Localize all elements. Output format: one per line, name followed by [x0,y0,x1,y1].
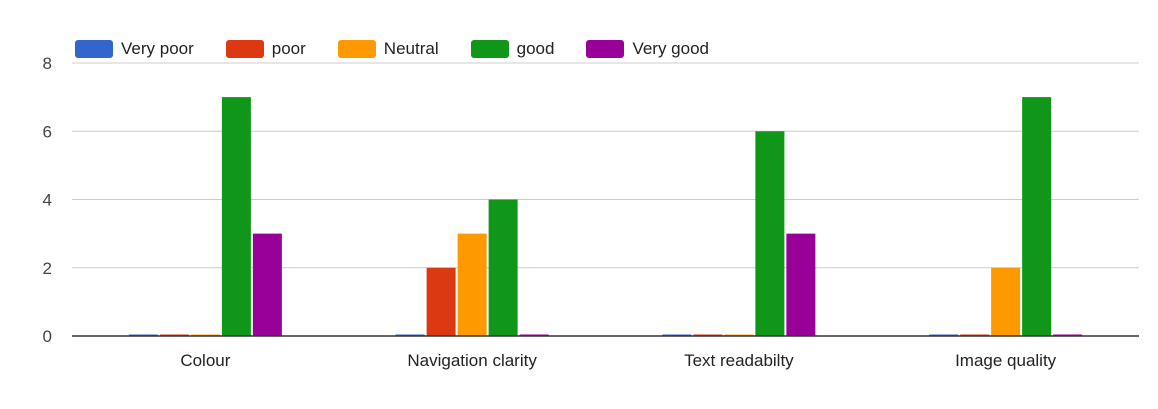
legend-item-poor[interactable]: poor [225,39,306,59]
legend-swatch [586,40,625,58]
legend-swatch [470,40,509,58]
y-tick-label: 8 [43,54,52,73]
x-tick-label: Image quality [955,351,1057,370]
bar [755,131,785,336]
bar [786,233,816,336]
legend-label: poor [271,39,306,58]
bar [457,233,487,336]
bar [1022,97,1052,336]
legend-item-very-good[interactable]: Very good [586,39,709,59]
legend: Very poor poor Neutral good Very good [75,38,741,60]
legend-label: Very poor [121,39,194,58]
x-tick-label: Text readabilty [684,351,794,370]
bar [252,233,282,336]
y-tick-label: 4 [43,191,52,210]
legend-item-neutral[interactable]: Neutral [337,39,439,59]
y-tick-label: 6 [43,122,52,141]
legend-label: good [516,39,555,58]
y-tick-label: 2 [43,259,52,278]
x-tick-label: Navigation clarity [407,351,537,370]
bar [488,199,518,336]
legend-swatch [337,40,376,58]
bar [221,97,251,336]
x-tick-label: Colour [180,351,230,370]
legend-item-very-poor[interactable]: Very poor [75,39,194,59]
bar [426,267,456,336]
legend-swatch [75,40,113,58]
bar [991,267,1021,336]
legend-label: Very good [632,39,709,58]
legend-swatch [225,40,264,58]
legend-item-good[interactable]: good [470,39,555,59]
legend-label: Neutral [383,39,439,58]
y-tick-label: 0 [43,327,52,346]
